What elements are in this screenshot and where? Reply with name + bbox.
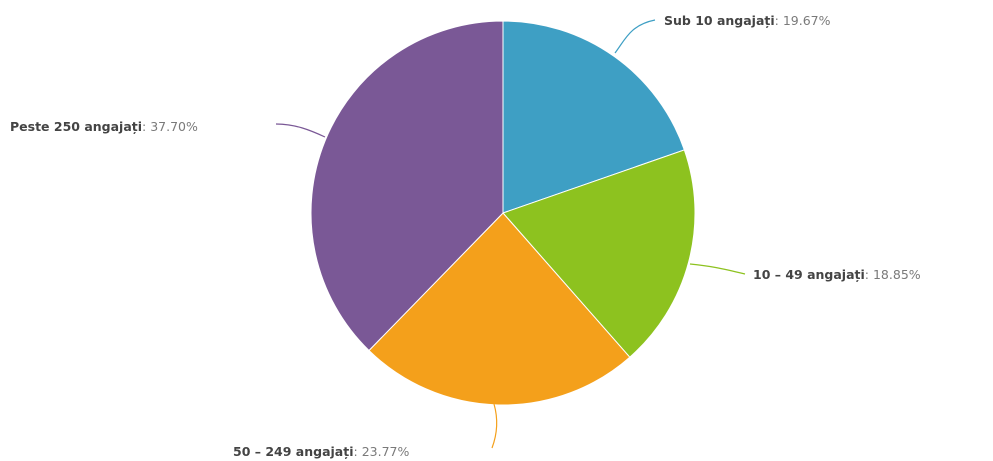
data-label-10-49: 10 – 49 angajați: 18.85%	[753, 267, 921, 282]
data-label-sub-10: Sub 10 angajați: 19.67%	[664, 13, 831, 28]
connector-peste-250	[275, 123, 326, 138]
connector-50-249	[491, 403, 498, 449]
connector-sub-10	[614, 19, 656, 54]
slice-50-249[interactable]	[368, 212, 631, 406]
label-connectors	[275, 19, 746, 449]
slice-peste-250[interactable]	[310, 20, 504, 352]
slice-sub-10[interactable]	[502, 20, 685, 214]
connector-10-49	[689, 263, 746, 275]
pie-slices	[310, 20, 696, 406]
data-label-50-249: 50 – 249 angajați: 23.77%	[233, 444, 409, 459]
slice-10-49[interactable]	[502, 149, 696, 358]
data-label-peste-250: Peste 250 angajați: 37.70%	[10, 119, 198, 134]
